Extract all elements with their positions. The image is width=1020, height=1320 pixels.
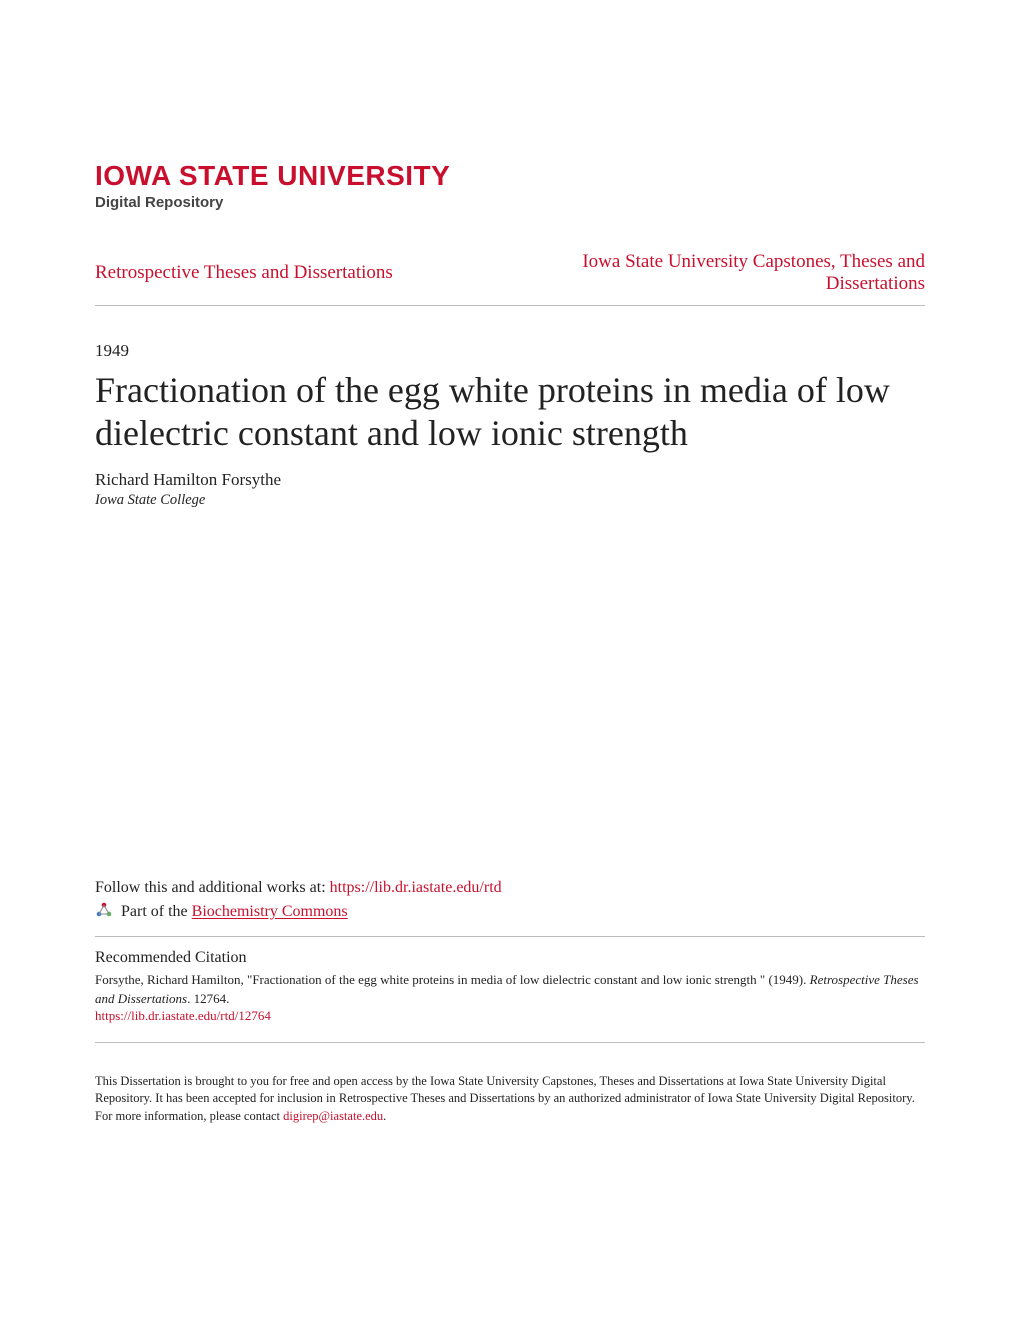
collection-link-right[interactable]: Iowa State University Capstones, Theses … <box>575 251 925 295</box>
citation-body-1: Forsythe, Richard Hamilton, "Fractionati… <box>95 972 810 987</box>
author-affiliation: Iowa State College <box>95 492 925 509</box>
author-name: Richard Hamilton Forsythe <box>95 470 925 490</box>
header-row: Retrospective Theses and Dissertations I… <box>95 241 925 306</box>
footer-email-link[interactable]: digirep@iastate.edu <box>283 1109 383 1123</box>
logo-main: Iowa State University <box>95 160 925 192</box>
page-title: Fractionation of the egg white proteins … <box>95 369 925 455</box>
part-prefix: Part of the <box>117 904 192 921</box>
logo-block: Iowa State University Digital Repository <box>95 160 925 211</box>
follow-prefix: Follow this and additional works at: <box>95 879 330 896</box>
citation-section: Recommended Citation Forsythe, Richard H… <box>95 949 925 1042</box>
citation-url[interactable]: https://lib.dr.iastate.edu/rtd/12764 <box>95 1008 925 1024</box>
part-link[interactable]: Biochemistry Commons <box>192 904 348 921</box>
part-line: Part of the Biochemistry Commons <box>95 901 925 924</box>
follow-url-link[interactable]: https://lib.dr.iastate.edu/rtd <box>330 879 502 896</box>
year: 1949 <box>95 341 925 361</box>
citation-heading: Recommended Citation <box>95 949 925 967</box>
follow-line: Follow this and additional works at: htt… <box>95 879 925 897</box>
footer-period: . <box>383 1109 386 1123</box>
network-icon <box>95 901 113 924</box>
citation-body-2: . 12764. <box>187 991 229 1006</box>
footer-text: This Dissertation is brought to you for … <box>95 1073 925 1126</box>
citation-text: Forsythe, Richard Hamilton, "Fractionati… <box>95 971 925 1007</box>
logo-sub: Digital Repository <box>95 194 925 211</box>
spacer <box>95 509 925 879</box>
collection-link-left[interactable]: Retrospective Theses and Dissertations <box>95 262 393 284</box>
footer-body: This Dissertation is brought to you for … <box>95 1074 915 1123</box>
follow-section: Follow this and additional works at: htt… <box>95 879 925 937</box>
